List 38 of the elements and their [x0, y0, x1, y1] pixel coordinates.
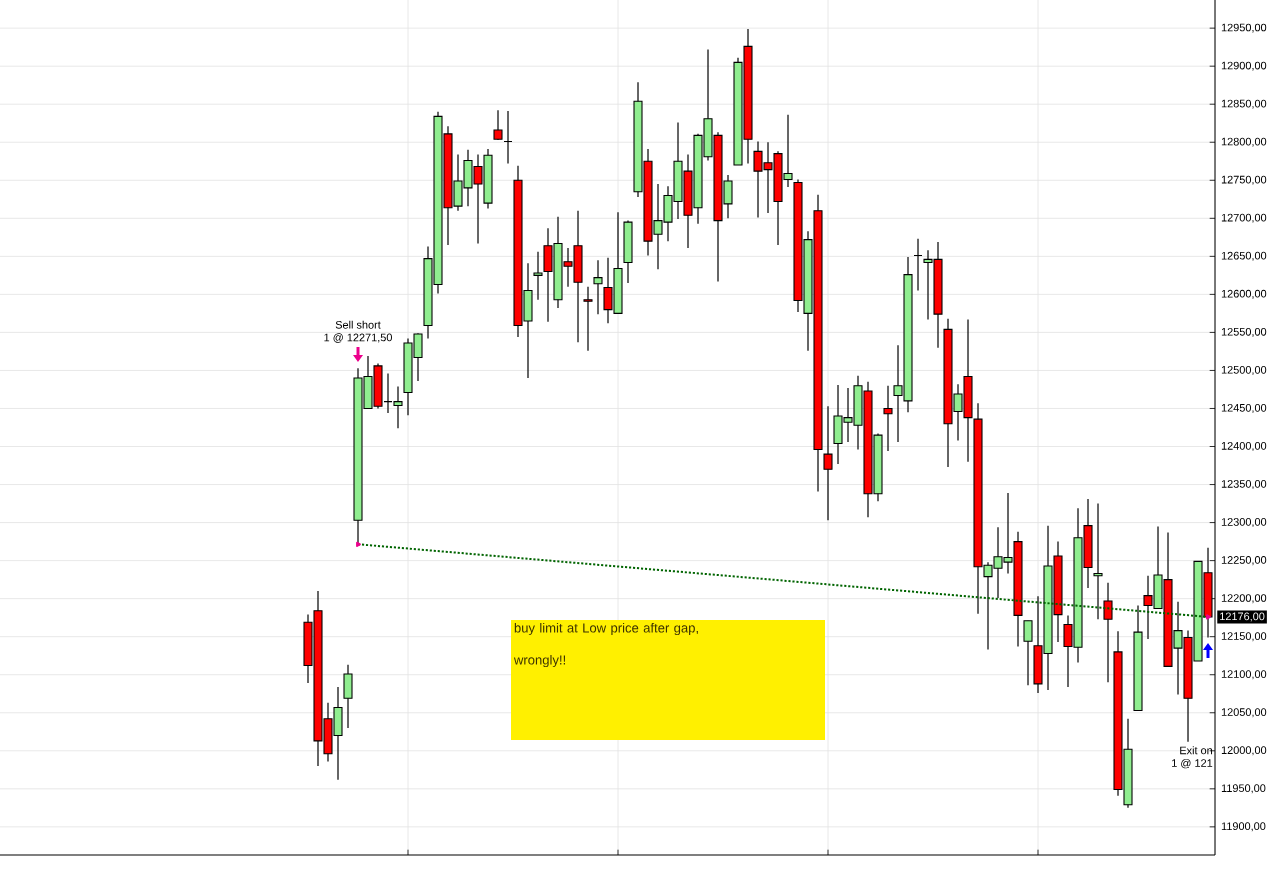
candlestick [823, 405, 833, 521]
annotation: wrongly!! [513, 654, 566, 668]
y-tick-label: 12750,00 [1221, 175, 1267, 185]
annotation: 1 @ 12271,50 [324, 333, 392, 343]
candlestick [883, 385, 893, 452]
candlestick [583, 286, 593, 352]
y-tick-label: 12650,00 [1221, 251, 1267, 261]
candlestick [1103, 582, 1113, 683]
y-tick-label: 12200,00 [1221, 594, 1267, 604]
annotation: Sell short [335, 320, 381, 329]
y-tick-label: 12000,00 [1221, 746, 1267, 756]
y-tick-label: 11950,00 [1221, 784, 1266, 794]
y-tick-label: 12250,00 [1221, 556, 1267, 566]
annotation: Exit on [1180, 746, 1213, 755]
y-tick-label: 11900,00 [1221, 822, 1266, 832]
y-tick-label: 12450,00 [1221, 403, 1267, 413]
annotation: 1 @ 121 [1172, 758, 1213, 769]
candlestick [1023, 620, 1033, 686]
y-tick-label: 12350,00 [1221, 480, 1267, 490]
y-tick-label: 12700,00 [1221, 213, 1267, 223]
y-tick-label: 12800,00 [1221, 137, 1267, 147]
y-tick-label: 12900,00 [1221, 61, 1267, 71]
candlestick [1093, 502, 1103, 620]
y-tick-label: 12950,00 [1221, 23, 1267, 33]
y-tick-label: 12400,00 [1221, 442, 1267, 452]
candlestick [593, 259, 603, 315]
y-tick-label: 12300,00 [1221, 518, 1267, 528]
y-tick-label: 12550,00 [1221, 327, 1267, 337]
candlestick [493, 109, 503, 141]
y-tick-label: 12100,00 [1221, 670, 1267, 680]
y-tick-label: 12500,00 [1221, 365, 1267, 375]
y-tick-label: 12850,00 [1221, 99, 1267, 109]
y-tick-label: 12150,00 [1221, 632, 1267, 642]
candlestick [533, 251, 543, 301]
y-tick-label: 12600,00 [1221, 289, 1267, 299]
text: 12176,00 [1220, 612, 1265, 622]
annotation: buy limit at Low price after gap, [514, 622, 698, 636]
y-tick-label: 12050,00 [1221, 708, 1267, 718]
